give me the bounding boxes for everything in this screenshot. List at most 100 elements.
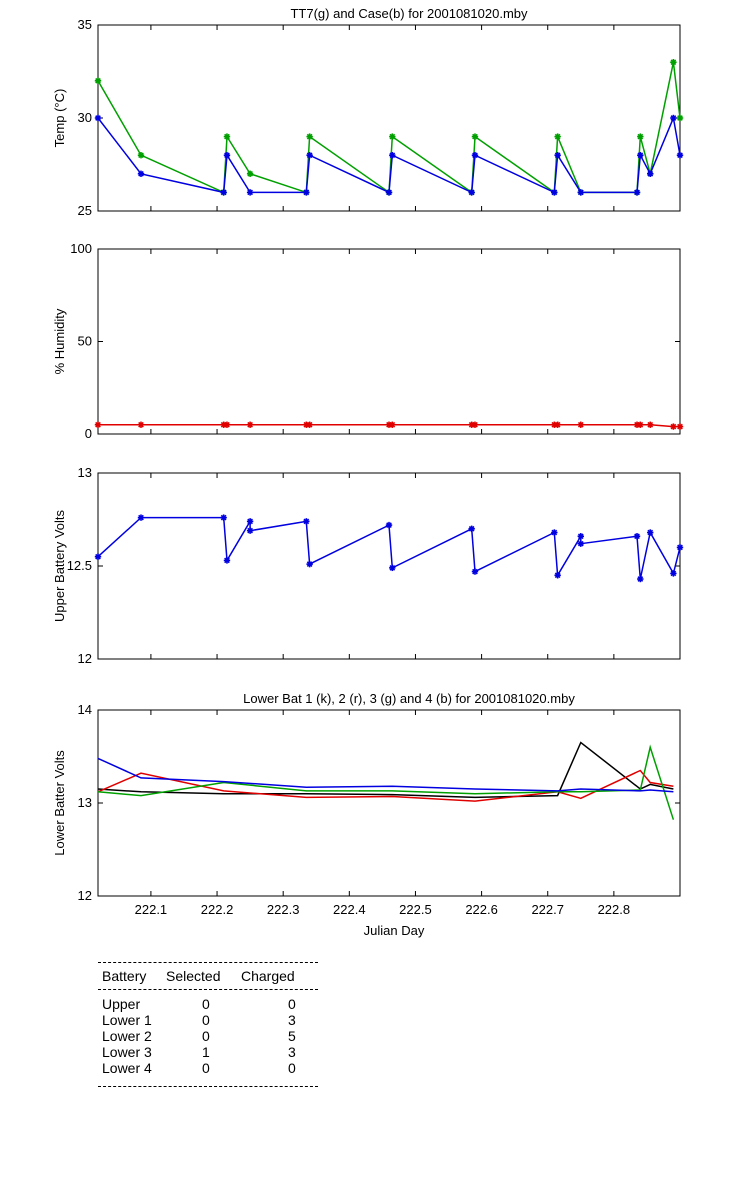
y-tick-label: 13	[78, 465, 92, 480]
data-point-marker	[647, 421, 654, 428]
table-cell-battery: Lower 2	[102, 1028, 152, 1044]
data-point-marker	[303, 189, 310, 196]
table-row: Lower 4 0 0	[98, 1060, 318, 1076]
data-point-marker	[676, 423, 684, 430]
plot-frame	[97, 248, 681, 435]
data-point-marker	[577, 421, 584, 428]
y-tick-label: 12	[78, 888, 92, 903]
data-point-marker	[554, 572, 561, 579]
data-point-marker	[633, 533, 641, 540]
x-tick-label: 222.2	[201, 902, 234, 917]
table-cell-selected: 1	[202, 1044, 210, 1060]
data-point-marker	[670, 570, 677, 577]
data-point-marker	[471, 421, 479, 428]
data-point-marker	[246, 518, 254, 525]
y-tick-label: 25	[78, 203, 92, 218]
data-point-marker	[670, 59, 677, 66]
data-point-marker	[94, 421, 102, 428]
data-point-marker	[468, 525, 475, 532]
data-point-marker	[676, 544, 684, 551]
data-point-marker	[471, 568, 479, 575]
x-tick-label: 222.5	[399, 902, 432, 917]
table-header-rule	[98, 989, 318, 990]
data-point-marker	[306, 152, 313, 159]
data-point-marker	[137, 170, 145, 177]
data-point-marker	[223, 557, 231, 564]
table-row: Upper 0 0	[98, 996, 318, 1012]
data-point-marker	[637, 421, 644, 428]
data-point-marker	[303, 518, 310, 525]
table-header-selected: Selected	[166, 968, 221, 984]
series-line	[97, 757, 674, 793]
table-cell-charged: 0	[288, 1060, 296, 1076]
data-point-marker	[306, 560, 313, 568]
data-point-marker	[554, 152, 561, 159]
table-row: Lower 1 0 3	[98, 1012, 318, 1028]
y-axis-label: % Humidity	[52, 308, 67, 374]
data-point-marker	[471, 152, 479, 159]
data-point-marker	[471, 133, 479, 140]
data-point-marker	[676, 114, 684, 122]
data-point-marker	[220, 514, 227, 521]
data-point-marker	[94, 553, 102, 560]
data-point-marker	[306, 133, 313, 140]
data-point-marker	[389, 421, 396, 428]
data-point-marker	[577, 540, 584, 547]
data-point-marker	[220, 189, 227, 196]
y-tick-label: 100	[70, 241, 92, 256]
data-point-marker	[554, 421, 561, 428]
y-tick-label: 30	[78, 110, 92, 125]
data-point-marker	[637, 152, 644, 159]
y-axis-label: Temp (°C)	[52, 89, 67, 148]
table-cell-battery: Lower 3	[102, 1044, 152, 1060]
table-cell-selected: 0	[202, 1060, 210, 1076]
table-cell-selected: 0	[202, 1028, 210, 1044]
data-point-marker	[647, 529, 654, 536]
table-row: Lower 3 1 3	[98, 1044, 318, 1060]
table-cell-charged: 3	[288, 1012, 296, 1028]
battery-table: Battery Selected Charged Upper 0 0 Lower…	[98, 962, 318, 1087]
table-cell-selected: 0	[202, 1012, 210, 1028]
data-point-marker	[637, 133, 644, 140]
x-tick-label: 222.6	[465, 902, 498, 917]
data-point-marker	[389, 133, 396, 140]
data-point-marker	[94, 77, 102, 84]
data-point-marker	[306, 421, 313, 428]
y-axis-label: Lower Batter Volts	[52, 750, 67, 856]
series-line	[97, 62, 681, 194]
y-tick-label: 13	[78, 795, 92, 810]
data-point-marker	[551, 529, 558, 536]
data-point-marker	[246, 170, 254, 177]
y-tick-label: 12	[78, 651, 92, 666]
y-tick-label: 35	[78, 17, 92, 32]
data-point-marker	[385, 521, 393, 529]
data-point-marker	[670, 423, 677, 430]
table-top-rule	[98, 962, 318, 963]
y-tick-label: 12.5	[67, 558, 92, 573]
data-point-marker	[577, 189, 584, 196]
table-cell-battery: Lower 1	[102, 1012, 152, 1028]
x-tick-label: 222.8	[598, 902, 631, 917]
data-point-marker	[633, 189, 641, 196]
data-point-marker	[637, 575, 644, 583]
data-point-marker	[468, 189, 475, 196]
data-point-marker	[137, 421, 145, 428]
data-point-marker	[676, 152, 684, 159]
data-point-marker	[389, 564, 396, 572]
table-cell-charged: 3	[288, 1044, 296, 1060]
data-point-marker	[246, 421, 254, 428]
table-cell-battery: Upper	[102, 996, 141, 1012]
data-point-marker	[223, 152, 231, 159]
table-header-row: Battery Selected Charged	[98, 963, 318, 989]
y-tick-label: 14	[78, 702, 92, 717]
data-point-marker	[223, 133, 231, 140]
table-bottom-rule	[98, 1086, 318, 1087]
data-point-marker	[551, 189, 558, 196]
data-point-marker	[577, 533, 584, 540]
data-point-marker	[554, 133, 561, 140]
plot-frame	[97, 472, 681, 660]
chart-title: Lower Bat 1 (k), 2 (r), 3 (g) and 4 (b) …	[243, 691, 575, 706]
table-header-battery: Battery	[102, 968, 147, 984]
data-point-marker	[647, 170, 654, 177]
